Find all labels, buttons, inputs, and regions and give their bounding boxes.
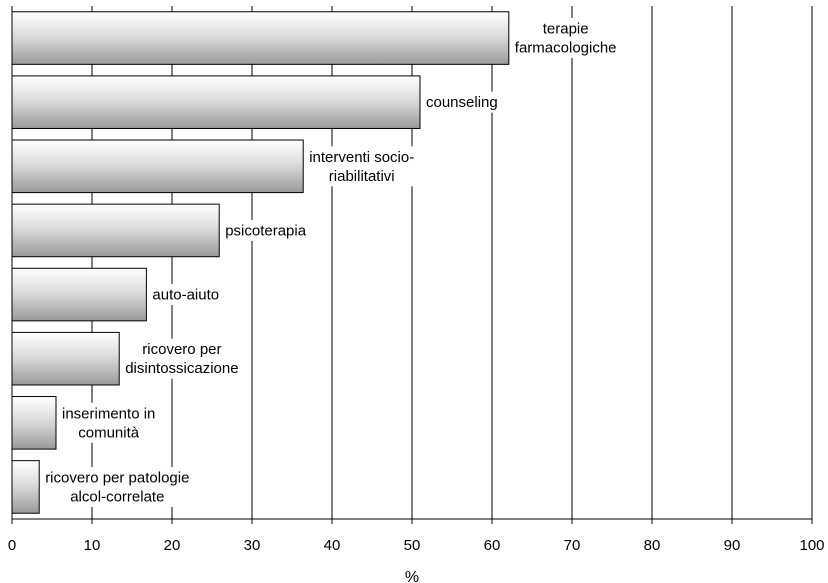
bar-label-background (121, 338, 243, 379)
x-tick-label: 90 (724, 537, 741, 554)
x-tick-label: 0 (8, 537, 16, 554)
bar (11, 331, 120, 386)
bar-labels: terapie farmacologiche counseling intervent… (41, 18, 621, 507)
bar-label-background (58, 402, 160, 443)
x-tick-label: 40 (324, 537, 341, 554)
bar-label: interventi socio-riabilitativi (309, 149, 414, 185)
bar (11, 75, 421, 129)
bar (11, 11, 510, 65)
bar-label: ricovero per disintossicazione (125, 341, 238, 377)
bar-label-line: disintossicazione (125, 360, 238, 377)
x-tick-label: 20 (164, 537, 181, 554)
bar (11, 460, 40, 514)
bars (11, 11, 510, 514)
bar-label-background (41, 466, 194, 507)
bar (11, 203, 220, 258)
x-tick-label: 10 (84, 537, 101, 554)
bar-label-background (305, 146, 419, 187)
bar-label: terapie farmacologiche (515, 21, 617, 57)
bar-label-line: interventi socio- (309, 149, 414, 166)
x-tick-label: 30 (244, 537, 261, 554)
bar-label: psicoterapia (225, 222, 307, 239)
bar-label-background (221, 219, 311, 241)
bar-label-line: counseling (426, 94, 498, 111)
bar-label-line: comunità (78, 424, 140, 441)
bar-label-line: farmacologiche (515, 40, 617, 57)
bar-label-background (510, 18, 621, 59)
bar-label: counseling (426, 94, 498, 111)
x-tick-label: 100 (799, 537, 824, 554)
x-tick-label: 70 (564, 537, 581, 554)
bar-label: auto-aiuto (152, 287, 219, 304)
bar-label-background (422, 91, 502, 113)
bar (11, 139, 304, 194)
bar-label-line: auto-aiuto (152, 287, 219, 304)
bar (11, 267, 147, 322)
bar-label-line: psicoterapia (225, 222, 307, 239)
x-tick-label: 50 (404, 537, 421, 554)
bar-label-line: riabilitativi (329, 168, 395, 185)
bar-label-line: terapie (543, 21, 589, 38)
x-tick-label: 80 (644, 537, 661, 554)
bar (11, 396, 57, 450)
bar-label: ricovero per patologie alcol-correlate (45, 469, 189, 505)
bar-label-line: alcol-correlate (70, 488, 164, 505)
x-tick-label: 60 (484, 537, 501, 554)
bar-label-line: inserimento in (62, 405, 155, 422)
bar-label: inserimento in comunità (62, 405, 155, 441)
x-axis: 0 10 20 30 40 50 60 70 80 90 100 (8, 6, 825, 554)
bar-label-background (148, 284, 224, 306)
bar-label-line: ricovero per (142, 341, 221, 358)
bar-label-line: ricovero per patologie (45, 469, 189, 486)
x-axis-title: % (405, 569, 419, 583)
